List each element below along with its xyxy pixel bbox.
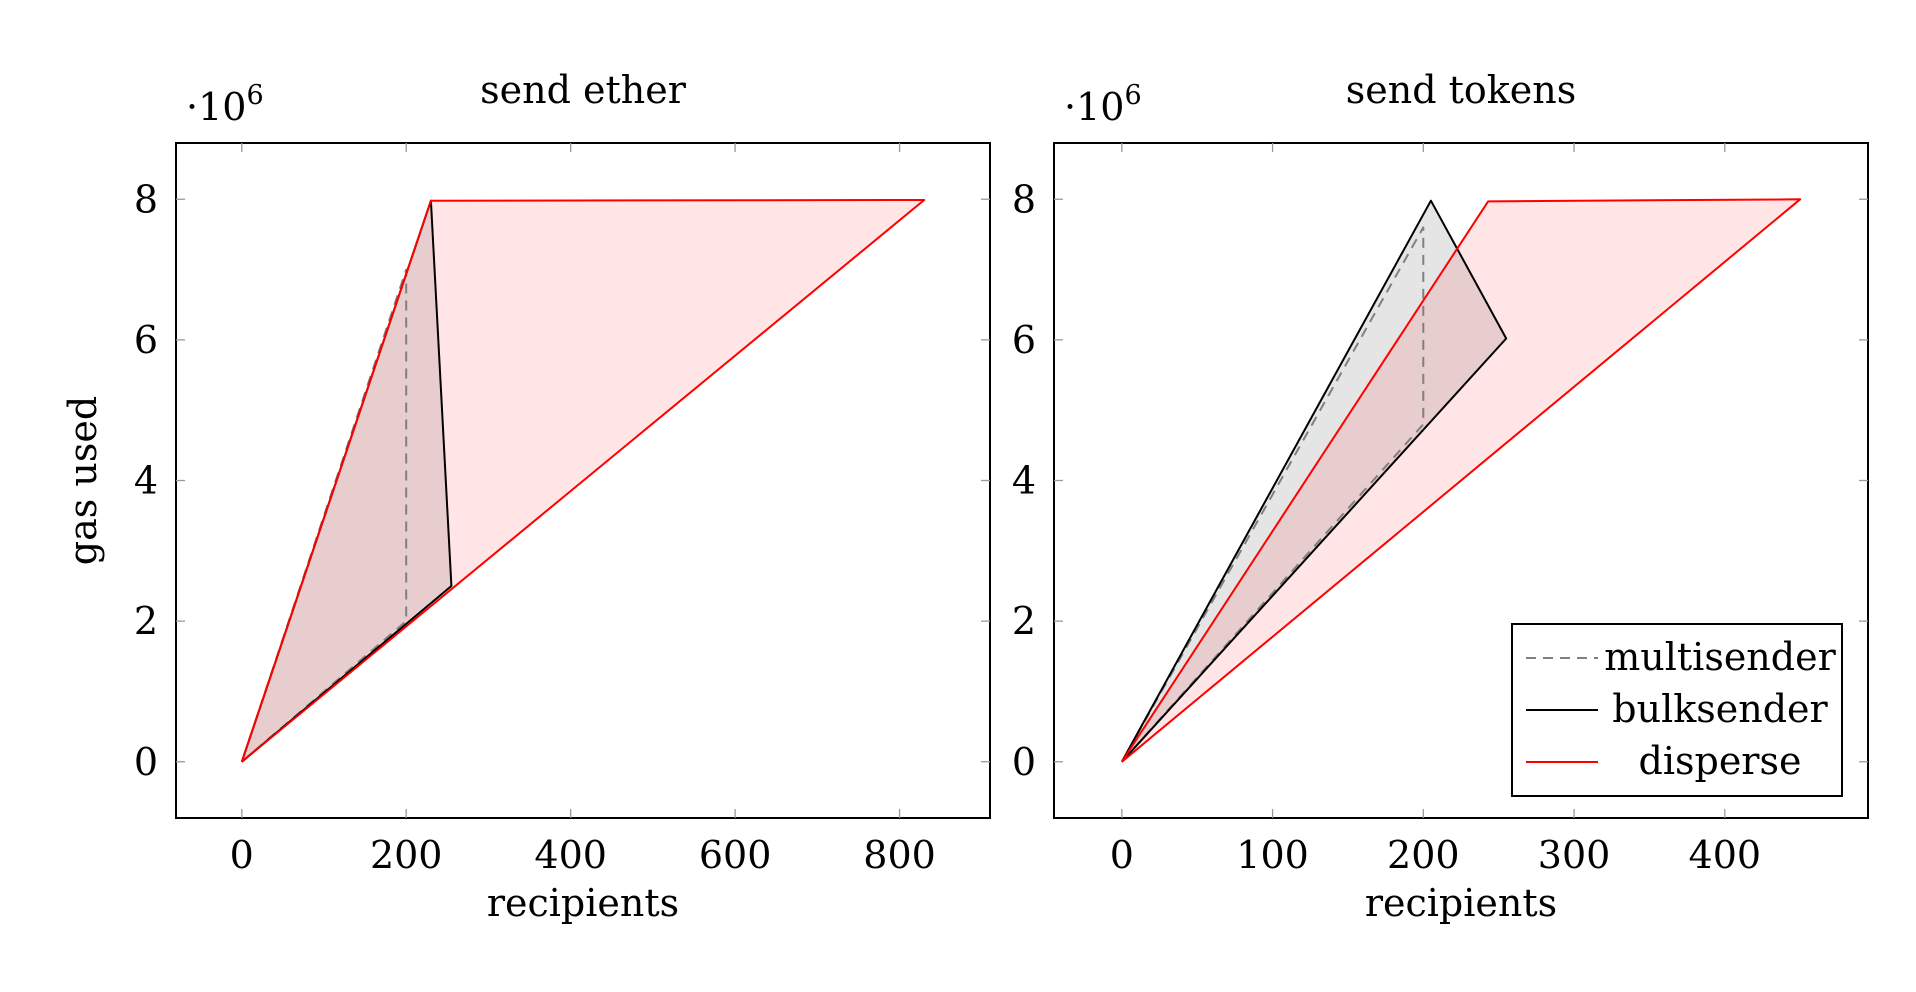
y-tick-label: 2 [1012,599,1036,643]
series-line-multisender [240,268,408,763]
y-tick-label: 4 [1012,459,1036,503]
y-tick-label: 6 [1012,318,1036,362]
series-fill-bulksender [241,200,452,762]
series-line-bulksender [1120,199,1508,763]
x-tick-label: 0 [1110,833,1134,877]
series-line-multisender [1120,226,1425,763]
y-tick-label: 8 [1012,177,1036,221]
x-tick-label: 100 [1236,833,1309,877]
y-axis-label: gas used [61,396,105,565]
series-line-disperse [1120,198,1802,763]
legend-label-bulksender: bulksender [1612,687,1828,731]
x-axis-label: recipients [1365,881,1557,925]
x-tick-label: 400 [534,833,607,877]
x-tick-label: 600 [699,833,772,877]
y-tick-label: 0 [134,740,158,784]
chart-title: send tokens [1346,68,1577,112]
y-scale-exponent: 6 [246,80,263,111]
x-tick-label: 400 [1689,833,1762,877]
x-tick-label: 300 [1538,833,1611,877]
x-tick-label: 200 [1387,833,1460,877]
chart-title: send ether [480,68,687,112]
legend: multisender bulksender disperse [1511,623,1843,797]
y-scale-label: ·106 [1064,80,1142,129]
y-tick-label: 8 [134,177,158,221]
y-tick-label: 2 [134,599,158,643]
y-tick-label: 6 [134,318,158,362]
chart-panel-1: 0 200 400 600 800 0 2 4 6 8 send ether recipients ga… [61,68,991,925]
legend-label-disperse: disperse [1639,739,1802,783]
y-scale-label: ·106 [186,80,264,129]
x-axis-label: recipients [487,881,679,925]
series-line-disperse [240,199,926,763]
x-tick-label: 200 [370,833,443,877]
legend-label-multisender: multisender [1604,635,1836,679]
y-scale-exponent: 6 [1124,80,1141,111]
x-tick-label: 0 [230,833,254,877]
series-fill-bulksender [1121,200,1507,762]
y-tick-label: 0 [1012,740,1036,784]
chart-panel-2: 0 100 200 300 400 0 2 4 6 8 send tokens recipients ·… [1012,68,1869,925]
x-tick-label: 800 [863,833,936,877]
y-tick-label: 4 [134,459,158,503]
